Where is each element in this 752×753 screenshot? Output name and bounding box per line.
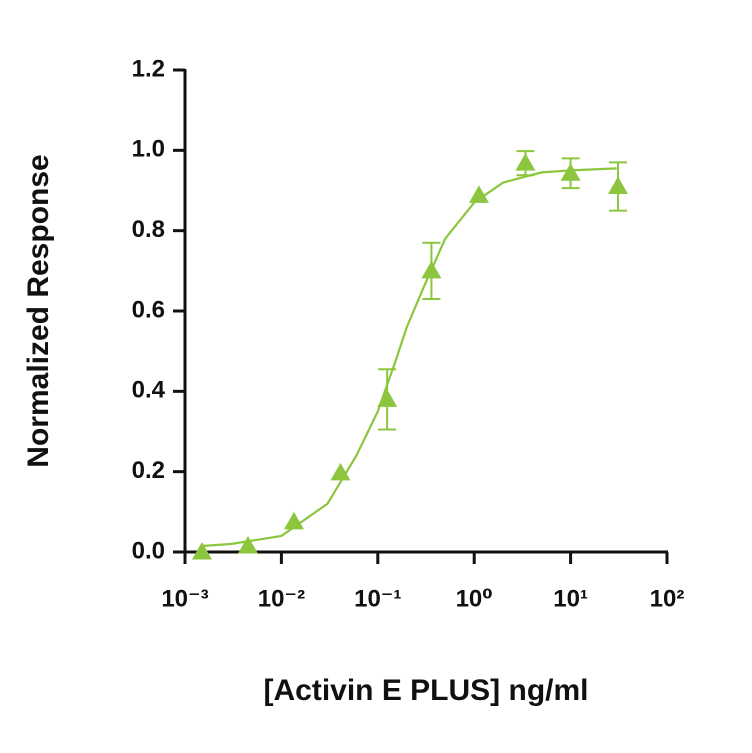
y-tick-label: 0.0: [132, 537, 165, 564]
point: [468, 185, 489, 203]
y-tick-label: 1.0: [132, 136, 165, 163]
point: [607, 176, 628, 194]
point: [330, 462, 351, 481]
x-axis-title: [Activin E PLUS] ng/ml: [263, 674, 588, 707]
x-tick-label: 10⁻¹: [354, 585, 401, 612]
point: [421, 260, 442, 279]
point: [515, 153, 536, 171]
y-tick-label: 1.2: [132, 55, 165, 82]
fit-curve: [201, 167, 617, 548]
x-tick-label: 10¹: [553, 585, 588, 612]
y-tick-label: 0.8: [132, 216, 165, 243]
y-axis-title: Normalized Response: [22, 154, 55, 467]
point: [237, 535, 258, 554]
y-tick-label: 0.2: [132, 457, 165, 484]
point: [377, 389, 398, 407]
point: [560, 163, 581, 181]
x-tick-label: 10⁰: [456, 585, 493, 612]
y-tick-label: 0.4: [132, 377, 166, 404]
y-tick-label: 0.6: [132, 296, 165, 323]
point: [283, 511, 304, 530]
x-tick-label: 10⁻³: [161, 585, 208, 612]
x-tick-label: 10⁻²: [258, 585, 305, 612]
point: [191, 542, 212, 560]
x-tick-label: 10²: [650, 585, 685, 612]
